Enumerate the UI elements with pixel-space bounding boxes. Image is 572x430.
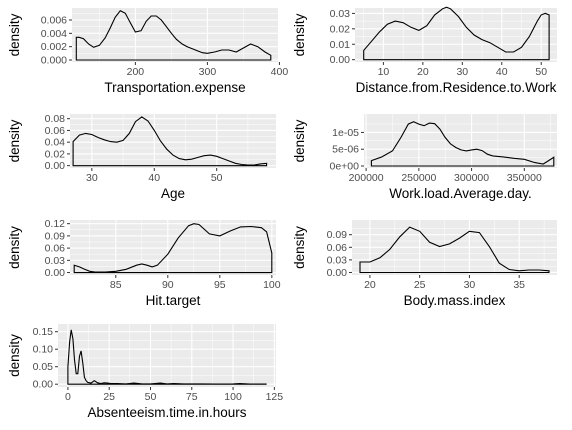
x-tick-label: 50 [535,66,547,78]
density-curve [363,6,550,61]
x-axis-title: Work.load.Average.day. [389,186,532,201]
y-tick-label: 0.002 [41,41,67,53]
x-axis-title: Hit.target [146,293,201,308]
y-tick-label: 0.00 [327,267,348,279]
y-tick-label: 0.01 [330,39,351,51]
x-tick-label: 25 [103,391,115,403]
x-tick-label: 300000 [454,172,489,184]
y-tick-label: 0.09 [45,230,66,242]
x-tick-label: 300 [199,66,217,78]
density-curve [73,223,273,274]
panel-background [70,220,276,275]
y-tick-label: 0.00 [45,267,66,279]
x-tick-label: 50 [145,391,157,403]
y-axis-title: density [292,119,307,162]
density-curve [67,329,267,385]
y-tick-label: 5e-06 [332,144,359,156]
x-axis-title: Absenteeism.time.in.hours [87,405,246,420]
x-tick-label: 100 [263,279,281,291]
density-curve [72,116,268,167]
x-tick-label: 30 [86,172,98,184]
x-tick-label: 0 [65,391,71,403]
x-tick-label: 50 [211,172,223,184]
y-tick-label: 0.12 [45,218,66,230]
y-tick-label: 0.03 [330,8,351,20]
density-curve [359,226,550,274]
panel-background [58,324,276,387]
y-tick-label: 0.15 [33,326,54,338]
y-tick-label: 0.09 [327,229,348,241]
y-tick-label: 0.000 [41,55,67,67]
x-axis-title: Transportation.expense [104,80,245,95]
y-axis-title: density [7,226,22,269]
panel-background [72,8,278,62]
density-panel-6: 20 25 30 35 0.000.030.060.09 Body.mass.index d… [292,220,557,308]
x-axis-title: Distance.from.Residence.to.Work [356,80,557,95]
y-tick-label: 0.004 [41,28,67,40]
y-axis-title: density [7,13,22,56]
y-tick-label: 0.02 [330,23,351,35]
y-tick-label: 0.03 [327,254,348,266]
y-tick-label: 0.06 [45,125,66,137]
y-tick-label: 0.02 [45,148,66,160]
x-tick-label: 200 [127,66,145,78]
x-tick-label: 75 [186,391,198,403]
density-panel-2: 10 20 30 40 50 0.00 0.01 0.02 0.03 Distance.from.… [292,6,557,95]
y-tick-label: 0e+00 [330,160,360,172]
y-axis-title: density [7,334,22,377]
x-tick-label: 350000 [507,172,542,184]
y-tick-label: 0.00 [330,54,351,66]
x-tick-label: 30 [464,279,476,291]
x-tick-label: 95 [214,279,226,291]
x-tick-label: 400 [271,66,289,78]
y-tick-label: 0.06 [327,242,348,254]
x-tick-label: 20 [364,279,376,291]
y-tick-label: 0.06 [45,243,66,255]
y-tick-label: 1e-05 [332,127,359,139]
y-tick-label: 0.10 [33,344,54,356]
y-axis-title: density [292,13,307,56]
x-tick-label: 30 [456,66,468,78]
panel-background [70,114,276,168]
x-tick-label: 10 [378,66,390,78]
x-tick-label: 125 [266,391,284,403]
y-axis-title: density [292,226,307,269]
panel-background [355,8,557,62]
x-tick-label: 20 [417,66,429,78]
x-tick-label: 90 [162,279,174,291]
y-axis-title: density [7,119,22,162]
y-tick-label: 0.05 [33,361,54,373]
y-tick-label: 0.00 [33,379,54,391]
density-panel-3: 30 40 50 0.000.020.040.060.08 Age density [7,113,276,201]
x-axis-title: Age [161,186,185,201]
x-tick-label: 85 [110,279,122,291]
x-tick-label: 25 [414,279,426,291]
density-curve [75,9,272,61]
x-tick-label: 100 [224,391,242,403]
x-axis-title: Body.mass.index [404,293,506,308]
y-tick-label: 0.00 [45,160,66,172]
x-tick-label: 40 [148,172,160,184]
density-panel-4: 200000 250000 300000 350000 0e+00 5e-06 1e-05 W… [292,114,557,201]
density-curve [370,121,555,167]
y-tick-label: 0.006 [41,15,67,27]
y-tick-label: 0.08 [45,113,66,125]
density-panel-7: 0 25 50 75 100 125 0.00 0.05 0.10 0.15 Absenteeism… [7,324,283,420]
x-tick-label: 35 [513,279,525,291]
density-panel-5: 85 90 95 100 0.000.030.060.090.12 Hit.target d… [7,218,281,308]
x-tick-label: 40 [496,66,508,78]
y-tick-label: 0.04 [45,137,66,149]
x-tick-label: 250000 [401,172,436,184]
x-tick-label: 200000 [349,172,384,184]
y-tick-label: 0.03 [45,255,66,267]
